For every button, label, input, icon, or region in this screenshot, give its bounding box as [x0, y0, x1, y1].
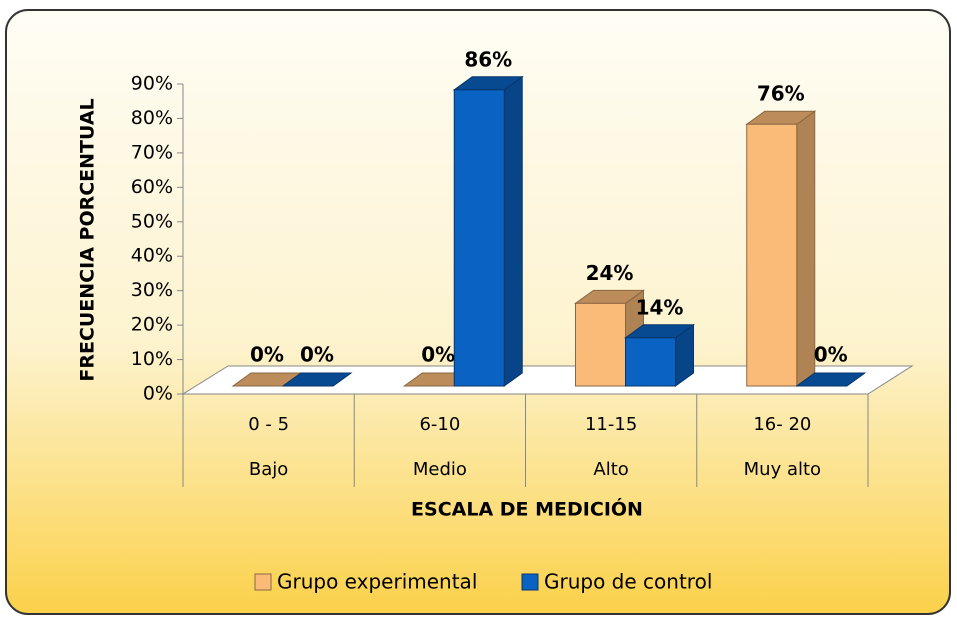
- y-tick-label: 10%: [131, 348, 173, 370]
- y-tick-label: 70%: [131, 141, 173, 163]
- bar-front: [453, 89, 505, 387]
- y-tick-label: 60%: [131, 176, 173, 198]
- x-tick-label: 16- 20: [753, 414, 811, 435]
- x-tick-label: 6-10: [419, 414, 460, 435]
- x-axis-title: ESCALA DE MEDICIÓN: [411, 497, 643, 521]
- value-label: 24%: [586, 261, 634, 285]
- bar-top: [281, 372, 353, 387]
- x-group-label: Muy alto: [744, 459, 821, 480]
- value-label: 14%: [636, 295, 684, 319]
- y-axis-title: FRECUENCIA PORCENTUAL: [77, 98, 99, 381]
- bar-front: [746, 123, 798, 387]
- legend-swatch: [254, 573, 272, 591]
- x-tick-label: 11-15: [585, 414, 637, 435]
- x-group-label: Alto: [593, 459, 628, 480]
- value-label: 0%: [421, 343, 455, 367]
- bar: [452, 75, 524, 387]
- bar-front: [575, 302, 626, 387]
- x-group-label: Bajo: [249, 459, 288, 480]
- y-tick-label: 40%: [131, 245, 173, 267]
- bar-top: [795, 372, 867, 387]
- bar: [281, 372, 353, 387]
- x-group-label: Medio: [413, 459, 467, 480]
- value-label: 86%: [464, 47, 512, 71]
- y-tick-label: 90%: [131, 73, 173, 95]
- value-label: 0%: [300, 343, 334, 367]
- y-tick-label: 50%: [131, 210, 173, 232]
- y-tick-label: 0%: [143, 383, 173, 405]
- legend-label: Grupo de control: [544, 570, 712, 594]
- bar-front: [625, 337, 676, 387]
- value-label: 0%: [250, 343, 284, 367]
- value-label: 0%: [814, 343, 848, 367]
- legend-swatch: [521, 573, 539, 591]
- floor: [181, 365, 914, 395]
- value-label: 76%: [757, 82, 805, 106]
- bar: [623, 323, 696, 387]
- y-tick-label: 20%: [131, 314, 173, 336]
- bar-side: [503, 75, 523, 387]
- bar: [795, 372, 867, 387]
- legend-label: Grupo experimental: [277, 570, 477, 594]
- bar: [745, 110, 817, 387]
- bar-side: [796, 110, 816, 387]
- x-tick-label: 0 - 5: [248, 414, 289, 435]
- y-tick-label: 80%: [131, 107, 173, 129]
- y-tick-label: 30%: [131, 279, 173, 301]
